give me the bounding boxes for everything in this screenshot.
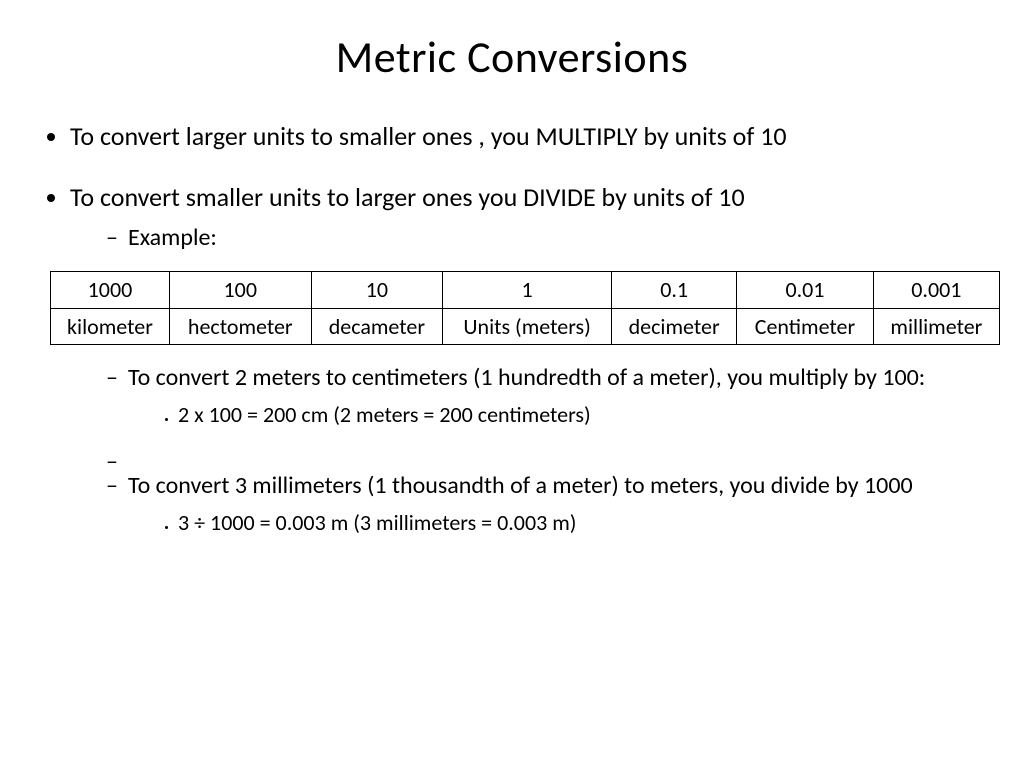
table-cell: Centimeter <box>737 308 874 345</box>
slide: Metric Conversions To convert larger uni… <box>0 0 1024 768</box>
example-label: Example: <box>106 223 984 253</box>
calc-list: 3 ÷ 1000 = 0.003 m (3 millimeters = 0.00… <box>128 509 984 537</box>
bullet-item: To convert smaller units to larger ones … <box>70 181 984 537</box>
table-cell: 1 <box>443 272 612 309</box>
example-item: To convert 3 millimeters (1 thousandth o… <box>106 471 984 537</box>
table-cell: 100 <box>169 272 311 309</box>
calc-list: 2 x 100 = 200 cm (2 meters = 200 centime… <box>128 401 984 429</box>
table-cell: Units (meters) <box>443 308 612 345</box>
table-cell: 0.1 <box>612 272 737 309</box>
table-cell: 1000 <box>51 272 170 309</box>
table-cell: 10 <box>311 272 443 309</box>
example-text: To convert 3 millimeters (1 thousandth o… <box>128 471 913 500</box>
table-row: kilometer hectometer decameter Units (me… <box>51 308 1000 345</box>
bullet-list: To convert larger units to smaller ones … <box>40 120 984 536</box>
sub-bullet-list: Example: <box>70 223 984 253</box>
table-cell: hectometer <box>169 308 311 345</box>
bullet-item: To convert larger units to smaller ones … <box>70 120 984 153</box>
table-cell: 0.01 <box>737 272 874 309</box>
calc-item: 2 x 100 = 200 cm (2 meters = 200 centime… <box>178 401 984 429</box>
units-table: 1000 100 10 1 0.1 0.01 0.001 kilometer h… <box>50 271 1000 345</box>
table-cell: decameter <box>311 308 443 345</box>
table-row: 1000 100 10 1 0.1 0.01 0.001 <box>51 272 1000 309</box>
table-cell: 0.001 <box>873 272 999 309</box>
page-title: Metric Conversions <box>40 30 984 84</box>
example-item: To convert 2 meters to centimeters (1 hu… <box>106 363 984 429</box>
example-text: To convert 2 meters to centimeters (1 hu… <box>128 363 925 392</box>
bullet-text: To convert smaller units to larger ones … <box>70 181 745 213</box>
sub-bullet-list: To convert 2 meters to centimeters (1 hu… <box>70 363 984 536</box>
table-cell: millimeter <box>873 308 999 345</box>
table-cell: decimeter <box>612 308 737 345</box>
table-cell: kilometer <box>51 308 170 345</box>
calc-item: 3 ÷ 1000 = 0.003 m (3 millimeters = 0.00… <box>178 509 984 537</box>
